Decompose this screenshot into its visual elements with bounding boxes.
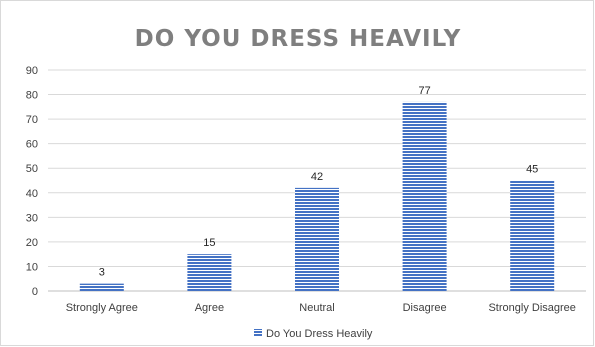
bar-disagree: [402, 101, 447, 291]
y-tick-label: 80: [26, 90, 38, 102]
y-tick-label: 10: [26, 261, 38, 273]
bars: [79, 101, 555, 291]
x-tick-label: Agree: [195, 302, 224, 314]
legend-swatch: [254, 329, 262, 337]
data-label: 3: [99, 267, 105, 279]
y-tick-label: 70: [26, 114, 38, 126]
y-tick-label: 60: [26, 139, 38, 151]
y-axis-ticks: 0 10 20 30 40 50 60 70 80 90: [26, 65, 38, 298]
x-axis-ticks: Strongly Agree Agree Neutral Disagree Strong…: [66, 302, 576, 314]
data-label: 42: [311, 171, 323, 183]
y-tick-label: 40: [26, 188, 38, 200]
data-labels: 3 15 42 77 45: [99, 85, 539, 279]
x-tick-label: Strongly Agree: [66, 302, 138, 314]
legend: Do You Dress Heavily: [254, 328, 373, 340]
legend-label: Do You Dress Heavily: [266, 328, 373, 340]
y-tick-label: 90: [26, 65, 38, 77]
y-tick-label: 0: [32, 286, 38, 298]
bar-strongly-disagree: [510, 180, 555, 291]
chart-title: DO YOU DRESS HEAVILY: [135, 26, 462, 52]
data-label: 15: [203, 237, 215, 249]
data-label: 45: [526, 164, 538, 176]
bar-neutral: [295, 187, 339, 291]
y-tick-label: 50: [26, 163, 38, 175]
y-tick-label: 30: [26, 212, 38, 224]
bar-agree: [187, 254, 232, 291]
x-tick-label: Strongly Disagree: [488, 302, 575, 314]
data-label: 77: [418, 85, 430, 97]
bar-strongly-agree: [79, 283, 124, 291]
x-tick-label: Disagree: [403, 302, 447, 314]
y-tick-label: 20: [26, 237, 38, 249]
x-tick-label: Neutral: [299, 302, 334, 314]
